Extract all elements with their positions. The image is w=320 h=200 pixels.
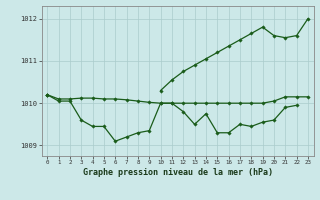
X-axis label: Graphe pression niveau de la mer (hPa): Graphe pression niveau de la mer (hPa) <box>83 168 273 177</box>
